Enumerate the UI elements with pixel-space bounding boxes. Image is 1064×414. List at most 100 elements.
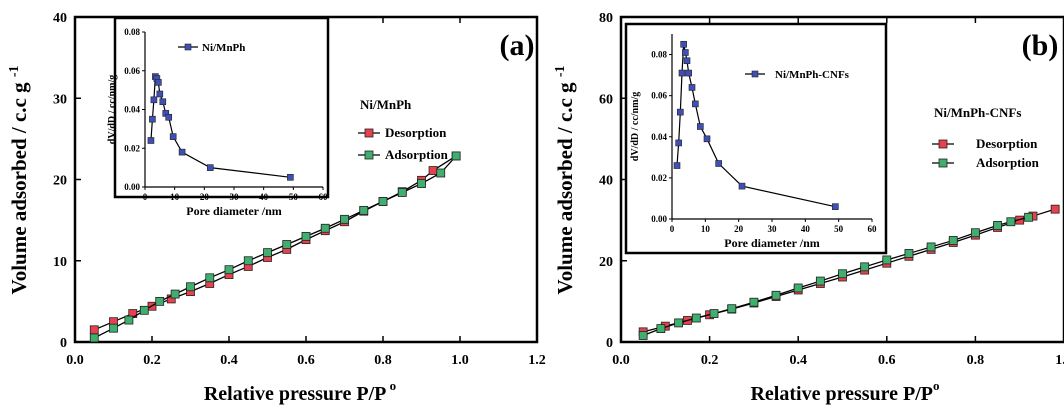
inset-data-point xyxy=(675,139,682,147)
inset-data-point xyxy=(682,49,689,56)
data-point-adsorption xyxy=(170,289,180,299)
inset-x-tick-label: 30 xyxy=(768,224,778,234)
inset-x-tick-label: 60 xyxy=(868,224,878,234)
x-tick-label: 0.6 xyxy=(297,353,315,368)
x-tick-label: 0.0 xyxy=(612,353,630,368)
inset-legend-marker xyxy=(751,70,759,78)
inset-y-tick-label: 0.06 xyxy=(124,66,140,76)
inset-data-point xyxy=(685,69,692,77)
panel-label: (b) xyxy=(1022,29,1059,62)
x-tick-label: 0.4 xyxy=(789,353,807,368)
data-point-adsorption xyxy=(139,305,149,315)
inset-y-tick-label: 0.00 xyxy=(651,214,667,224)
data-point-adsorption xyxy=(320,223,330,233)
data-point-adsorption xyxy=(124,315,134,325)
inset-data-point xyxy=(673,162,681,169)
inset-x-axis-label: Pore diameter /nm xyxy=(186,204,282,218)
y-axis-label: Volume adsorbed / c.c g -1 xyxy=(7,65,31,294)
inset-data-point xyxy=(703,135,711,143)
y-tick-label: 0 xyxy=(606,336,613,351)
legend-label-desorption: Desorption xyxy=(385,125,447,140)
x-axis-label: Relative pressure P/Po xyxy=(750,378,939,405)
data-point-adsorption xyxy=(993,221,1002,230)
data-point-adsorption xyxy=(674,318,683,328)
inset-data-point xyxy=(178,148,186,156)
inset-data-point xyxy=(147,137,155,144)
y-tick-label: 20 xyxy=(53,174,67,189)
data-point-adsorption xyxy=(1006,217,1016,227)
data-point-adsorption xyxy=(397,188,407,197)
x-tick-label: 0.8 xyxy=(374,353,392,368)
legend-title: Ni/MnPh xyxy=(360,97,412,112)
inset-data-point xyxy=(832,203,839,210)
data-point-adsorption xyxy=(815,276,825,286)
x-tick-label: 1.0 xyxy=(451,353,469,368)
data-point-desorption xyxy=(89,325,99,335)
data-point-adsorption xyxy=(926,242,936,252)
inset-x-tick-label: 40 xyxy=(259,192,269,202)
inset-y-axis-label: dV/dD / cc/nm/g xyxy=(630,92,641,161)
x-tick-label: 0.6 xyxy=(878,353,896,368)
x-tick-label: 0.4 xyxy=(220,353,238,368)
chart-panel-a: 0.0 0.2 0.4 0.6 0.8 1.0 1.2 0 10 20 30 40 Relative p… xyxy=(7,11,546,405)
legend-label-desorption: Desorption xyxy=(976,136,1038,151)
data-point-adsorption xyxy=(749,297,759,307)
chart-panel-b: 0.0 0.2 0.4 0.6 0.8 1.0 0 20 40 60 80 Relative pres… xyxy=(553,11,1064,405)
inset-chart: 0 10 20 30 40 50 60 0.00 0.02 0.04 0.06 0.08 Pore di… xyxy=(107,16,330,218)
data-point-adsorption xyxy=(904,249,914,258)
inset-x-tick-label: 10 xyxy=(701,224,711,234)
data-point-adsorption xyxy=(340,214,349,224)
legend-label-adsorption: Adsorption xyxy=(385,147,449,162)
inset-data-point xyxy=(678,69,686,77)
inset-y-tick-label: 0.00 xyxy=(124,182,140,192)
inset-frame xyxy=(113,16,330,199)
y-tick-label: 60 xyxy=(599,92,613,107)
data-point-adsorption xyxy=(282,240,292,249)
data-point-adsorption xyxy=(186,282,195,292)
data-point-adsorption xyxy=(1024,212,1033,222)
x-tick-label: 1.2 xyxy=(528,353,546,368)
y-tick-label: 80 xyxy=(599,11,613,26)
data-point-desorption xyxy=(1050,204,1060,214)
inset-y-tick-label: 0.08 xyxy=(651,50,667,60)
data-point-adsorption xyxy=(263,248,272,258)
data-point-adsorption xyxy=(971,228,980,238)
inset-data-point xyxy=(688,84,696,91)
y-tick-label: 40 xyxy=(53,11,67,26)
inset-data-point xyxy=(159,98,167,106)
inset-data-point xyxy=(169,133,177,140)
data-point-adsorption xyxy=(727,304,737,314)
legend-marker xyxy=(364,150,374,160)
inset-y-tick-label: 0.04 xyxy=(124,105,140,115)
inset-legend-label: Ni/MnPh xyxy=(202,42,245,54)
inset-x-tick-label: 50 xyxy=(834,224,844,234)
legend-marker xyxy=(364,128,374,138)
data-point-adsorption xyxy=(691,313,701,323)
inset-x-axis-label: Pore diameter /nm xyxy=(724,236,820,250)
inset-y-tick-label: 0.04 xyxy=(651,132,667,142)
inset-x-tick-label: 60 xyxy=(319,192,329,202)
inset-x-tick-label: 40 xyxy=(801,224,811,234)
legend-marker xyxy=(938,139,948,149)
data-point-adsorption xyxy=(860,262,870,272)
inset-x-tick-label: 50 xyxy=(289,192,299,202)
x-tick-label: 0.2 xyxy=(701,353,719,368)
inset-y-axis-label: dV/dD / cc/nm/g xyxy=(107,75,118,144)
inset-data-point xyxy=(697,123,704,130)
x-tick-label: 0.0 xyxy=(66,353,84,368)
inset-data-point xyxy=(738,182,746,190)
y-tick-label: 40 xyxy=(599,174,613,189)
data-point-adsorption xyxy=(638,331,648,340)
data-point-adsorption xyxy=(656,324,666,333)
data-point-adsorption xyxy=(709,309,719,318)
data-point-adsorption xyxy=(417,179,426,188)
panel-label: (a) xyxy=(500,29,535,62)
inset-x-tick-label: 30 xyxy=(230,192,240,202)
inset-data-point xyxy=(155,79,162,86)
inset-x-tick-label: 20 xyxy=(734,224,744,234)
inset-data-point xyxy=(677,108,684,116)
data-point-adsorption xyxy=(948,236,958,245)
inset-data-point xyxy=(165,113,173,121)
inset-data-point xyxy=(715,160,722,167)
inset-legend-marker xyxy=(184,43,192,51)
